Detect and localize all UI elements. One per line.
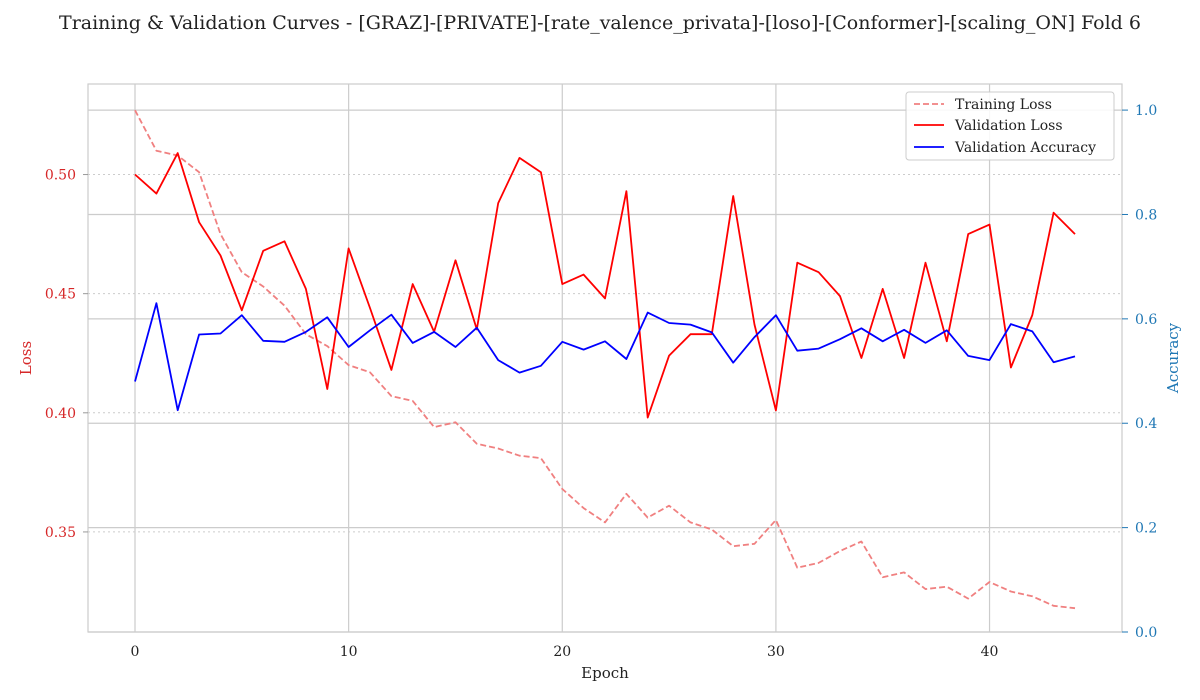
right-y-tick-label: 0.2 — [1135, 521, 1157, 537]
training-loss-line — [134, 109, 1076, 610]
x-axis-label: Epoch — [581, 664, 629, 682]
left-y-axis-label: Loss — [17, 341, 35, 375]
x-tick-label: 30 — [767, 644, 785, 660]
validation-accuracy-line — [134, 302, 1076, 412]
right-y-tick-label: 1.0 — [1135, 103, 1157, 119]
x-tick-label: 0 — [131, 644, 140, 660]
right-y-tick-label: 0.6 — [1135, 312, 1157, 328]
chart-title: Training & Validation Curves - [GRAZ]-[P… — [59, 12, 1141, 34]
right-y-tick-label: 0.4 — [1135, 416, 1157, 432]
tick-labels: 0 10 20 30 40 0.35 0.40 0.45 0.50 0.0 0.2 0.4 0.6 0.8… — [45, 103, 1158, 660]
x-tick-label: 40 — [981, 644, 999, 660]
plot-frame — [87, 83, 1123, 633]
legend-box — [905, 91, 1115, 161]
validation-loss-line — [134, 152, 1076, 419]
left-y-tick-label: 0.45 — [45, 287, 76, 303]
x-tick-label: 20 — [553, 644, 571, 660]
series-lines — [134, 109, 1076, 610]
legend-label-validation-accuracy: Validation Accuracy — [954, 140, 1096, 156]
right-y-axis-label: Accuracy — [1164, 322, 1182, 394]
left-y-tick-label: 0.35 — [45, 525, 76, 541]
left-y-tick-label: 0.50 — [45, 168, 76, 184]
legend-label-training-loss: Training Loss — [955, 97, 1052, 113]
x-tick-label: 10 — [340, 644, 358, 660]
right-y-tick-label: 0.8 — [1135, 207, 1157, 223]
legend-label-validation-loss: Validation Loss — [954, 118, 1063, 134]
left-y-tick-label: 0.40 — [45, 406, 76, 422]
legend: Training Loss Validation Loss Validation… — [905, 91, 1115, 161]
right-y-tick-label: 0.0 — [1135, 625, 1157, 641]
